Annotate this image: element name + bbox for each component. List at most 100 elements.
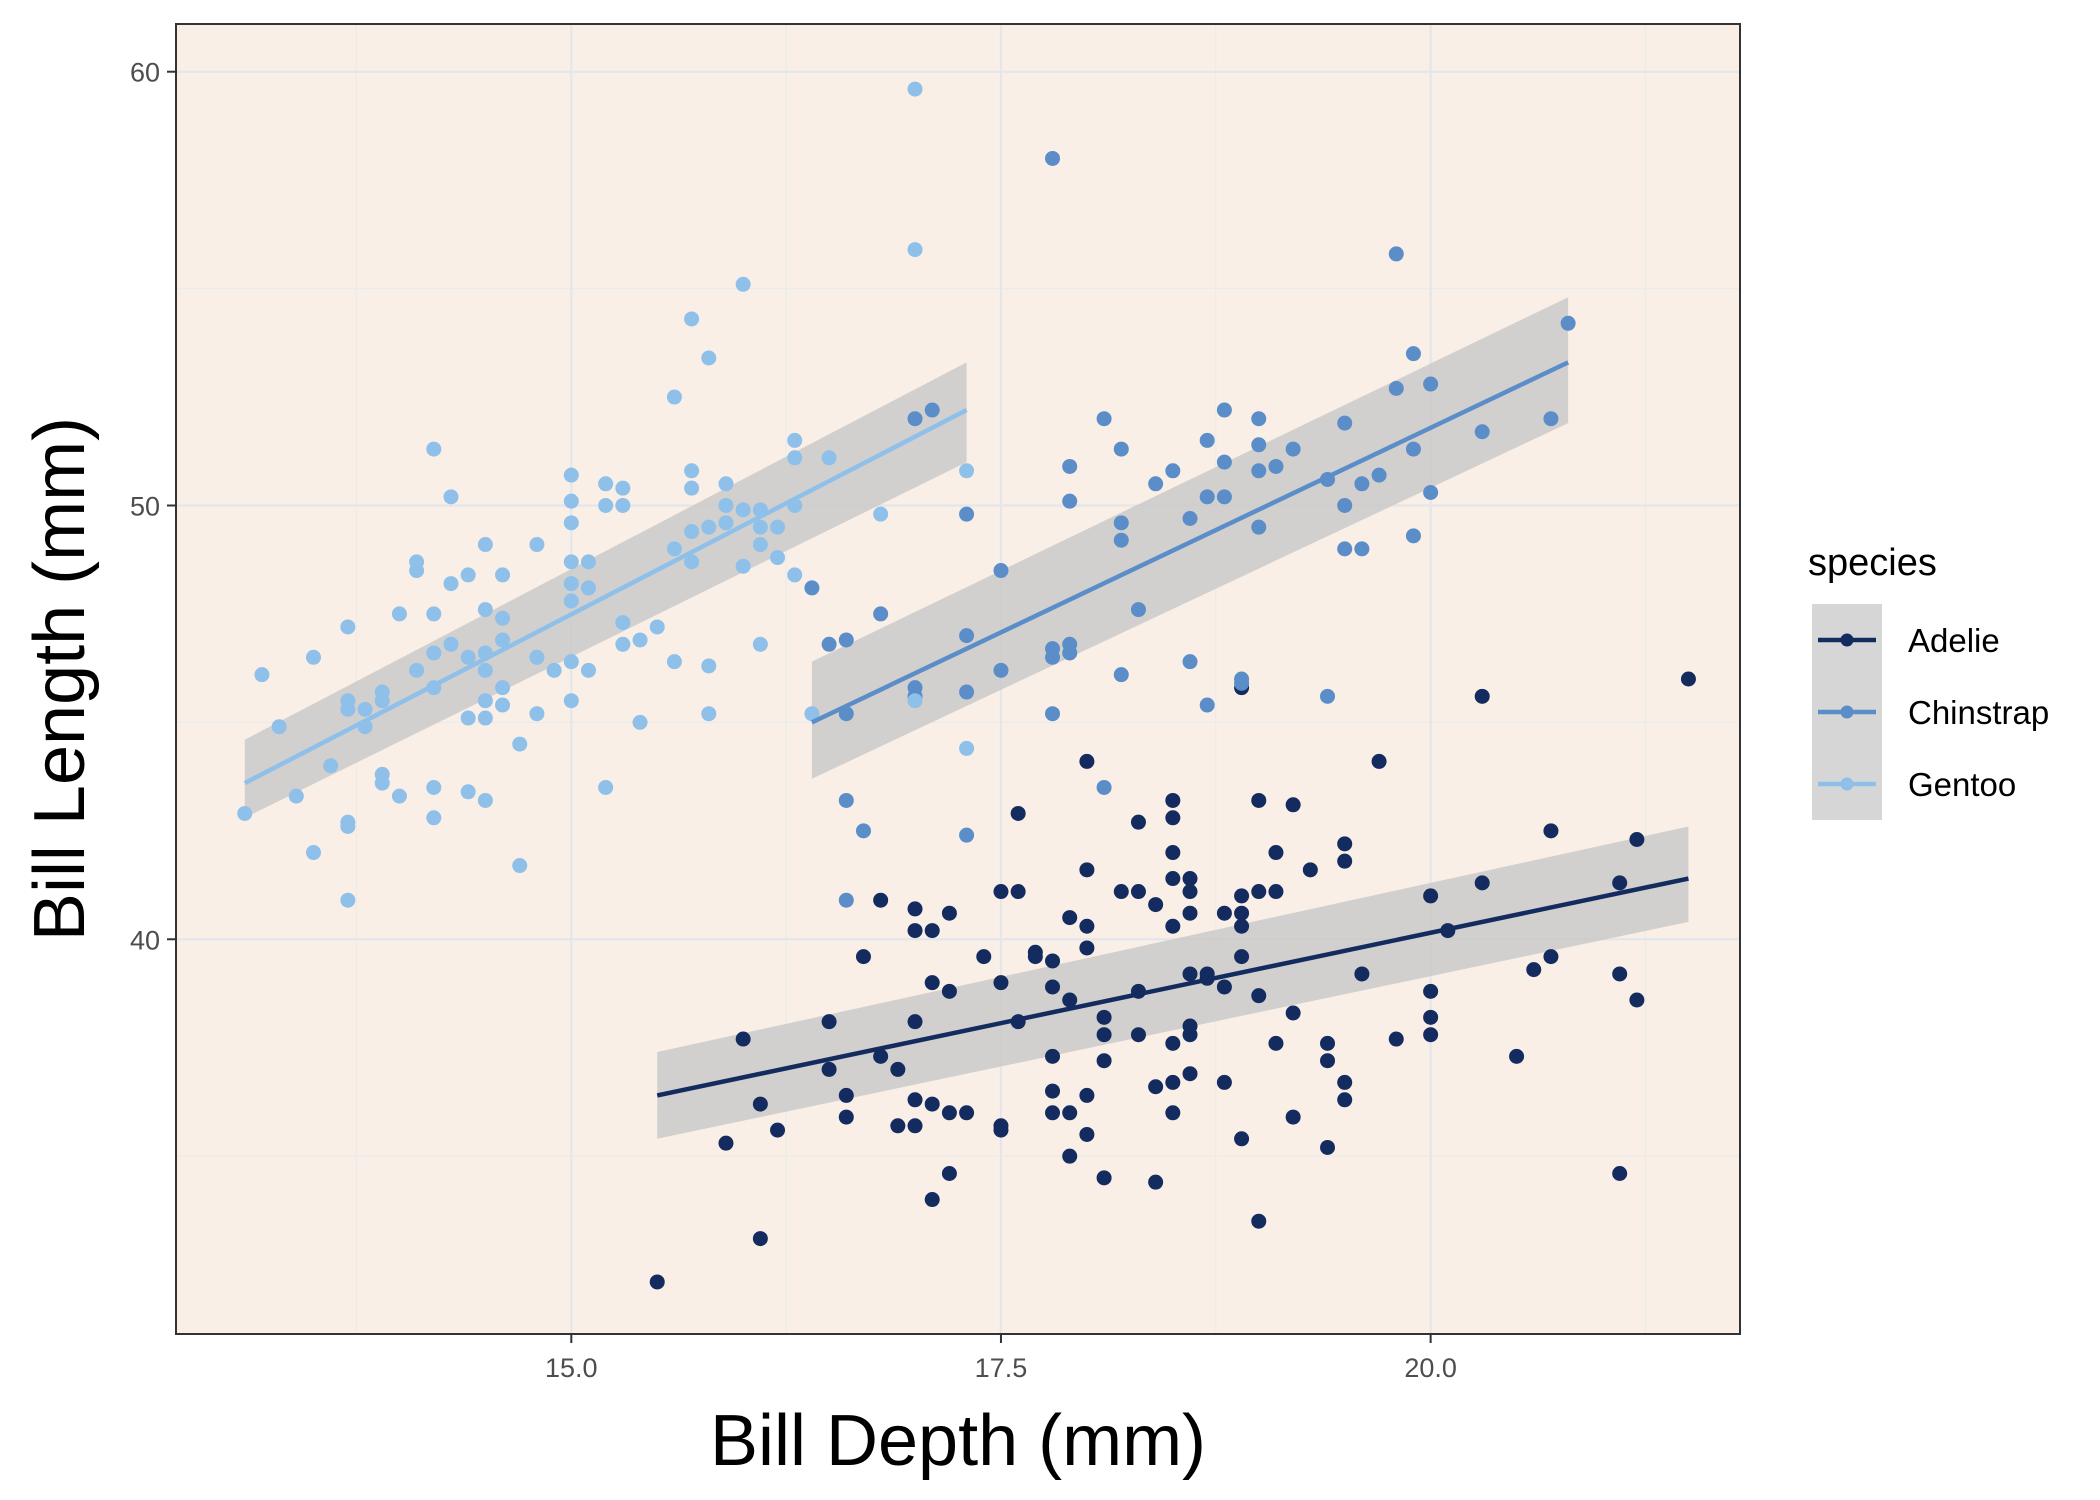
confidence-band-chinstrap (811, 297, 1569, 779)
data-point-adelie (1509, 1048, 1525, 1064)
data-point-gentoo (787, 450, 803, 466)
data-point-gentoo (718, 476, 734, 492)
data-point-adelie (1629, 831, 1645, 847)
data-point-adelie (993, 1122, 1009, 1138)
data-point-gentoo (598, 476, 614, 492)
data-point-adelie (1165, 810, 1181, 826)
data-point-gentoo (426, 810, 442, 826)
data-point-chinstrap (907, 680, 923, 696)
data-point-gentoo (615, 615, 631, 631)
data-point-chinstrap (1062, 458, 1078, 474)
data-point-adelie (1354, 966, 1370, 982)
data-point-adelie (941, 983, 957, 999)
data-point-gentoo (735, 276, 751, 292)
data-point-gentoo (907, 81, 923, 97)
data-point-gentoo (323, 758, 339, 774)
fit-line-adelie (656, 876, 1689, 1098)
data-point-gentoo (752, 636, 768, 652)
data-point-adelie (838, 1087, 854, 1103)
data-point-gentoo (770, 519, 786, 535)
data-point-chinstrap (1405, 441, 1421, 457)
data-point-chinstrap (1216, 489, 1232, 505)
data-point-chinstrap (1182, 654, 1198, 670)
data-point-chinstrap (1337, 541, 1353, 557)
data-point-gentoo (477, 693, 493, 709)
data-point-chinstrap (1423, 376, 1439, 392)
plot-border (175, 23, 1741, 1335)
x-tick-label: 15.0 (545, 1353, 598, 1383)
data-point-adelie (907, 901, 923, 917)
data-point-gentoo (254, 667, 270, 683)
data-point-adelie (1045, 979, 1061, 995)
data-point-gentoo (288, 788, 304, 804)
axes: 15.0 17.5 20.0 40 50 60 (130, 58, 1457, 1383)
data-point-gentoo (340, 818, 356, 834)
data-point-gentoo (907, 242, 923, 258)
data-point-adelie (1148, 897, 1164, 913)
data-point-adelie (1474, 875, 1490, 891)
data-point-adelie (1165, 918, 1181, 934)
data-point-chinstrap (959, 827, 975, 843)
data-point-chinstrap (1388, 246, 1404, 262)
data-point-gentoo (666, 389, 682, 405)
data-point-adelie (1045, 1048, 1061, 1064)
data-point-chinstrap (1251, 411, 1267, 427)
data-point-gentoo (340, 892, 356, 908)
y-axis-title: Bill Length (mm) (20, 417, 100, 941)
data-point-gentoo (821, 450, 837, 466)
data-point-adelie (907, 1092, 923, 1108)
data-point-gentoo (787, 432, 803, 448)
data-point-gentoo (340, 619, 356, 635)
data-point-adelie (1182, 966, 1198, 982)
data-point-adelie (1337, 1092, 1353, 1108)
data-point-gentoo (305, 649, 321, 665)
data-point-gentoo (563, 493, 579, 509)
data-point-gentoo (632, 632, 648, 648)
data-point-adelie (1251, 884, 1267, 900)
data-point-gentoo (563, 593, 579, 609)
data-point-gentoo (563, 515, 579, 531)
data-point-adelie (924, 975, 940, 991)
legend-label-chinstrap: Chinstrap (1908, 694, 2049, 731)
data-point-chinstrap (1423, 484, 1439, 500)
data-point-chinstrap (1113, 667, 1129, 683)
data-point-gentoo (495, 632, 511, 648)
data-points (237, 81, 1696, 1290)
data-point-gentoo (615, 497, 631, 513)
data-point-adelie (752, 1096, 768, 1112)
data-point-chinstrap (1113, 515, 1129, 531)
data-point-adelie (924, 923, 940, 939)
confidence-band-gentoo (244, 362, 967, 818)
data-point-adelie (1216, 905, 1232, 921)
data-point-adelie (1234, 949, 1250, 965)
data-point-chinstrap (1199, 697, 1215, 713)
data-point-adelie (1268, 884, 1284, 900)
data-point-chinstrap (924, 402, 940, 418)
data-point-chinstrap (1062, 645, 1078, 661)
data-point-adelie (1165, 1035, 1181, 1051)
data-point-gentoo (426, 441, 442, 457)
data-point-chinstrap (1182, 511, 1198, 527)
data-point-chinstrap (1268, 458, 1284, 474)
fit-line-chinstrap (810, 360, 1570, 725)
data-point-chinstrap (838, 892, 854, 908)
data-point-adelie (1423, 1027, 1439, 1043)
data-point-chinstrap (1251, 437, 1267, 453)
data-point-adelie (1423, 983, 1439, 999)
data-point-chinstrap (1543, 411, 1559, 427)
data-point-adelie (941, 905, 957, 921)
data-point-adelie (1526, 962, 1542, 978)
data-point-chinstrap (1405, 528, 1421, 544)
data-point-gentoo (701, 658, 717, 674)
data-point-gentoo (718, 497, 734, 513)
data-point-gentoo (580, 580, 596, 596)
data-point-adelie (1182, 884, 1198, 900)
data-point-adelie (838, 1109, 854, 1125)
data-point-adelie (1045, 1083, 1061, 1099)
data-point-gentoo (632, 714, 648, 730)
data-point-adelie (1302, 862, 1318, 878)
data-point-adelie (1045, 1105, 1061, 1121)
legend-label-adelie: Adelie (1908, 622, 2000, 659)
legend-title: species (1808, 542, 1937, 584)
data-point-chinstrap (993, 662, 1009, 678)
